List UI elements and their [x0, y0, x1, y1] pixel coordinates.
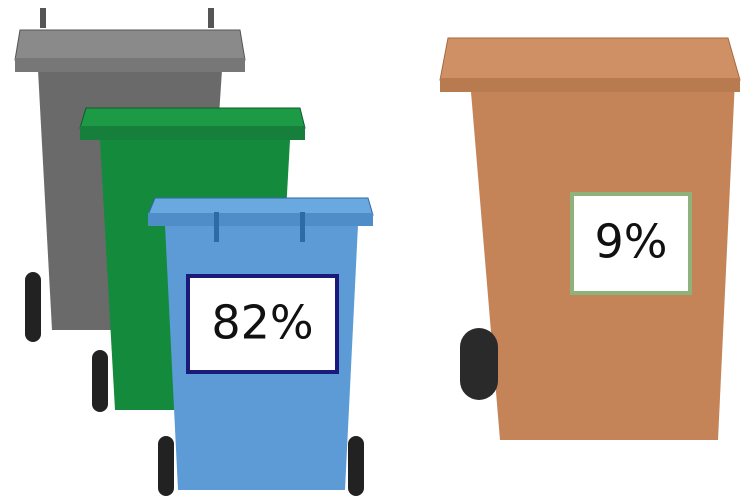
percent-label: 82% — [211, 296, 313, 350]
page: 82% 9% (() => { const data = JSON.parse(… — [0, 0, 743, 497]
blue-bin: 82% — [148, 198, 373, 496]
illustration: 82% 9% — [0, 0, 743, 497]
percent-label: 9% — [595, 215, 668, 269]
brown-bin: 9% — [440, 38, 740, 440]
